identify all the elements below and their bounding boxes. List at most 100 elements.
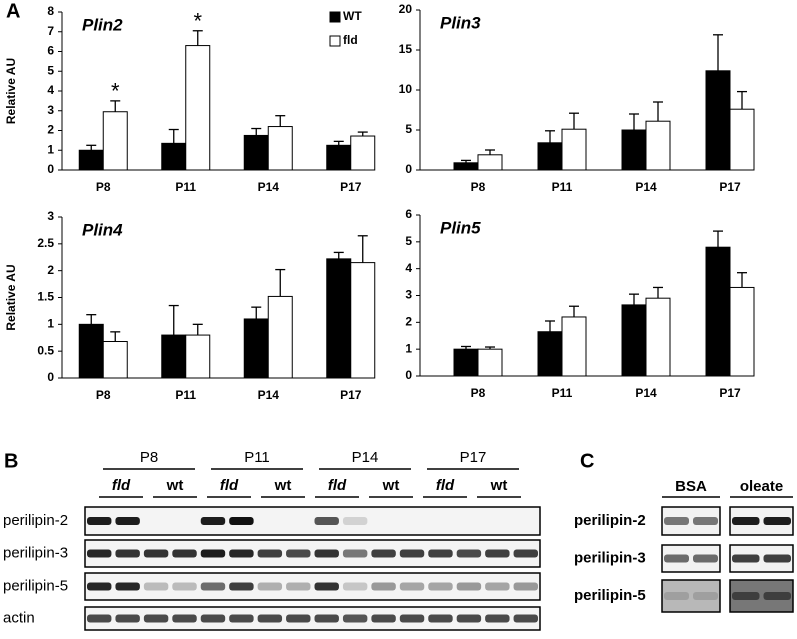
x-tick-label: P17: [719, 386, 741, 400]
blot-band: [428, 614, 453, 623]
blot-band: [342, 614, 368, 623]
x-tick-label: P8: [471, 180, 486, 194]
blot-band: [513, 549, 538, 558]
y-tick-label: 4: [405, 261, 412, 275]
blot-band: [172, 582, 197, 591]
bar: [705, 70, 731, 171]
panel-label: C: [580, 450, 594, 472]
blot-band: [314, 517, 339, 525]
blot-band: [513, 614, 538, 623]
bar: [705, 246, 731, 377]
blot-frame: [661, 579, 721, 613]
error-bar: [653, 101, 663, 122]
blot-band: [732, 517, 760, 525]
error-bar: [569, 305, 579, 317]
chart-title: Plin3: [440, 13, 481, 32]
error-bar: [192, 323, 203, 336]
blot-band: [286, 549, 311, 558]
blot-frame: [84, 572, 541, 601]
blot-band: [732, 592, 760, 600]
genotype-label: wt: [166, 477, 184, 494]
error-bar: [357, 235, 368, 263]
row-label: perilipin-2: [574, 512, 646, 529]
error-bar: [629, 113, 639, 130]
error-bar: [461, 345, 471, 350]
blot-band: [172, 614, 197, 623]
blot-frame: [84, 606, 541, 631]
blot-band: [257, 614, 283, 623]
x-tick-label: P11: [552, 386, 573, 400]
bar: [645, 120, 671, 171]
genotype-label: wt: [274, 477, 292, 494]
panel-label: A: [6, 0, 20, 22]
blot-band: [229, 549, 254, 558]
blot-band: [229, 582, 254, 591]
row-label: perilipin-2: [3, 512, 68, 529]
error-bar: [485, 149, 495, 155]
y-tick-label: 6: [47, 44, 54, 58]
blot-band: [664, 554, 689, 563]
blot-band: [342, 582, 368, 591]
bar: [78, 323, 104, 379]
bar: [326, 144, 352, 171]
blot-band: [286, 582, 311, 591]
error-bar: [275, 268, 286, 297]
blot-band: [693, 592, 718, 600]
blot-band: [314, 614, 339, 623]
bar: [185, 334, 211, 379]
error-bar: [653, 286, 663, 299]
y-tick-label: 5: [405, 122, 412, 136]
x-tick-label: P14: [635, 386, 657, 400]
genotype-label: wt: [382, 477, 400, 494]
blot-band: [314, 549, 339, 558]
blot-band: [693, 554, 718, 563]
bar: [729, 286, 755, 377]
x-tick-label: P11: [175, 388, 196, 402]
blot-band: [399, 614, 425, 623]
error-bar: [737, 272, 747, 288]
error-bar: [737, 90, 747, 110]
y-tick-label: 10: [399, 82, 413, 96]
blot-band: [485, 582, 510, 591]
blot-band: [229, 517, 254, 525]
y-tick-label: 6: [405, 207, 412, 221]
bar: [326, 258, 352, 379]
blot-band: [257, 582, 283, 591]
bar: [243, 318, 269, 379]
bar: [537, 142, 563, 171]
genotype-label: fld: [220, 477, 239, 494]
blot-band: [115, 614, 140, 623]
bar: [161, 334, 187, 379]
blot-band: [428, 549, 453, 558]
error-bar: [713, 34, 723, 71]
blot-band: [399, 582, 425, 591]
bar: [645, 297, 671, 377]
blot-band: [371, 614, 396, 623]
error-bar: [629, 293, 639, 305]
bar: [561, 316, 587, 377]
blot-band: [456, 582, 482, 591]
blot-band: [200, 582, 226, 591]
condition-label: BSA: [675, 478, 707, 495]
y-tick-label: 4: [47, 83, 54, 97]
blot-band: [200, 517, 226, 525]
error-bar: [192, 30, 203, 46]
x-tick-label: P11: [552, 180, 573, 194]
error-bar: [251, 127, 262, 136]
row-label: perilipin-3: [3, 544, 68, 561]
y-tick-label: 20: [399, 2, 413, 16]
blot-band: [371, 549, 396, 558]
blot-band: [456, 549, 482, 558]
blot-band: [200, 614, 226, 623]
y-tick-label: 1: [405, 341, 412, 355]
blot-band: [200, 549, 226, 558]
blot-band: [485, 549, 510, 558]
bar: [477, 348, 503, 377]
blot-band: [257, 549, 283, 558]
bar: [102, 111, 128, 171]
error-bar: [168, 128, 179, 144]
chart-title: Plin2: [82, 15, 123, 34]
bar: [267, 126, 293, 171]
